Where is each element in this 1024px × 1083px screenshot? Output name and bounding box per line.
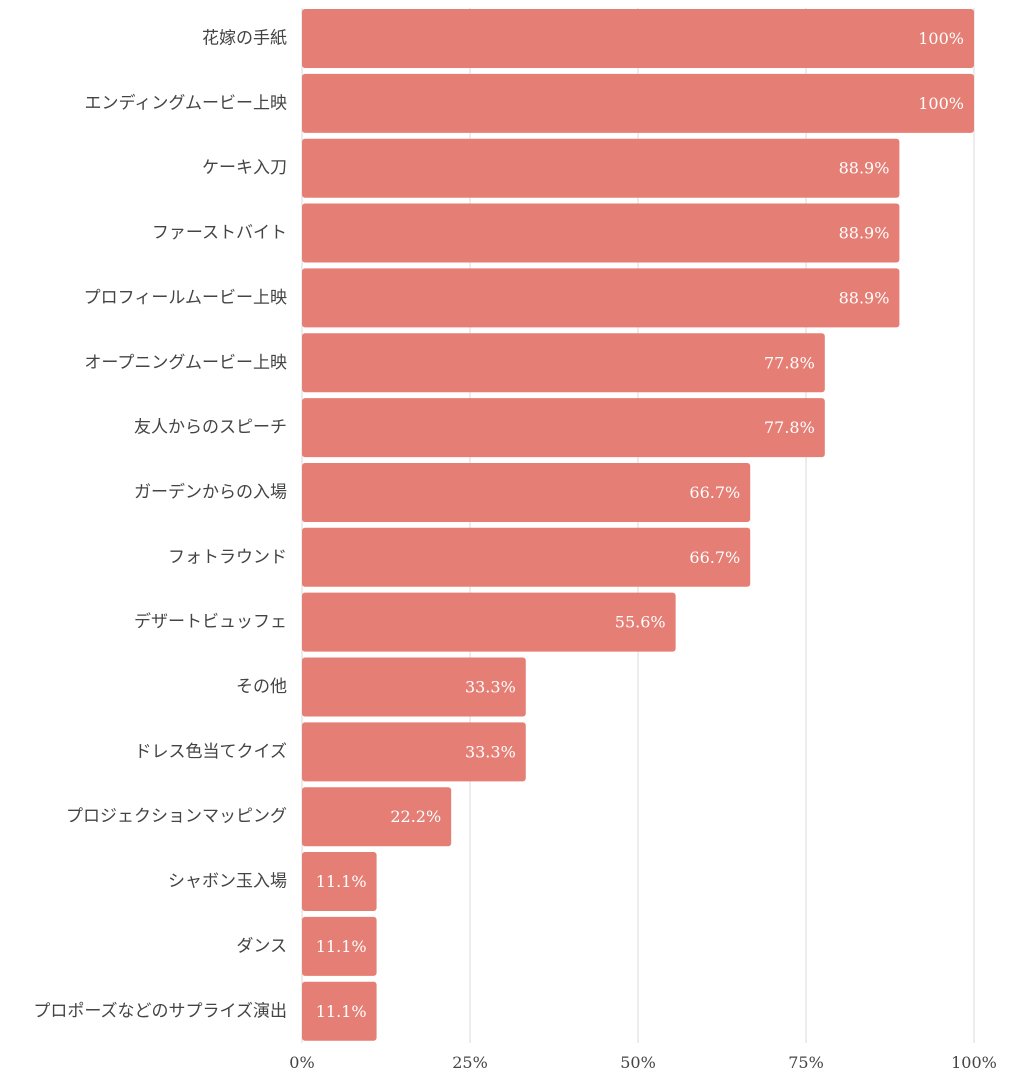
x-tick-label: 75% [788, 1053, 824, 1072]
bar [302, 73, 974, 133]
category-label: ケーキ入刀 [202, 158, 287, 178]
x-tick-label: 0% [289, 1053, 314, 1072]
category-label: プロフィールムービー上映 [84, 288, 287, 308]
category-label: シャボン玉入場 [168, 872, 287, 892]
category-label: デザートビュッフェ [134, 611, 287, 632]
category-label: ドレス色当てクイズ [135, 742, 288, 762]
bar [302, 398, 825, 458]
value-label: 11.1% [316, 1002, 367, 1021]
bar [302, 722, 526, 782]
value-label: 11.1% [316, 872, 367, 891]
value-label: 100% [918, 94, 964, 113]
bars-layer [302, 9, 974, 1041]
value-label: 88.9% [839, 224, 890, 243]
value-label: 22.2% [390, 807, 441, 826]
category-label: プロジェクションマッピング [66, 807, 287, 827]
bar [302, 657, 526, 717]
value-label: 100% [918, 29, 964, 48]
x-tick-label: 100% [951, 1053, 997, 1072]
value-label: 88.9% [839, 159, 890, 178]
value-label: 88.9% [839, 288, 890, 307]
bar [302, 462, 751, 522]
bar [302, 138, 900, 198]
bar [302, 592, 676, 652]
value-label: 66.7% [689, 548, 740, 567]
value-label: 11.1% [316, 937, 367, 956]
bar [302, 916, 377, 976]
bar [302, 852, 377, 912]
labels-layer: 花嫁の手紙 100% エンディングムービー上映 100% ケーキ入刀 88.9% ファースト… [33, 29, 964, 1022]
bar [302, 268, 900, 328]
bar [302, 9, 974, 68]
value-label: 77.8% [764, 418, 815, 437]
category-label: オープニングムービー上映 [84, 353, 287, 373]
category-label: エンディングムービー上映 [85, 92, 287, 113]
bar [302, 787, 452, 847]
value-label: 33.3% [465, 742, 516, 761]
value-label: 55.6% [615, 613, 666, 632]
category-label: ガーデンからの入場 [134, 481, 287, 502]
category-label: ファーストバイト [152, 223, 287, 243]
category-label: プロポーズなどのサプライズ演出 [33, 1001, 287, 1021]
category-label: 友人からのスピーチ [134, 418, 287, 438]
category-label: その他 [236, 677, 287, 697]
bar [302, 333, 825, 393]
value-label: 77.8% [764, 353, 815, 372]
category-label: 花嫁の手紙 [202, 29, 287, 49]
value-label: 33.3% [465, 678, 516, 697]
x-tick-label: 50% [620, 1053, 656, 1072]
value-label: 66.7% [689, 483, 740, 502]
x-tick-label: 25% [452, 1053, 488, 1072]
category-label: ダンス [236, 936, 287, 956]
bar [302, 527, 751, 587]
category-label: フォトラウンド [168, 547, 287, 567]
bar [302, 981, 377, 1041]
x-axis-ticks: 0% 25% 50% 75% 100% [289, 1053, 997, 1072]
bar [302, 203, 900, 263]
